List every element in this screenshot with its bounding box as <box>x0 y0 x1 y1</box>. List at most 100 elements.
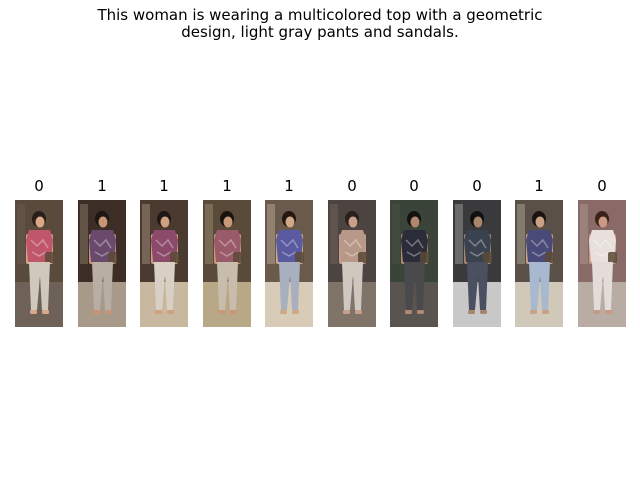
person-pants <box>342 262 363 310</box>
person-bag <box>170 252 179 263</box>
person-face <box>223 216 233 228</box>
match-label: 1 <box>222 177 232 195</box>
person-silhouette <box>265 200 313 327</box>
photo-pillar <box>517 204 525 264</box>
photo-pillar <box>392 204 400 264</box>
gallery-tile: 1 <box>203 176 251 327</box>
person-photo <box>515 200 563 327</box>
person-foot-left <box>218 310 225 314</box>
person-pants <box>154 262 175 310</box>
gallery-tile: 0 <box>15 176 63 327</box>
match-label: 1 <box>284 177 294 195</box>
top-pattern <box>30 238 49 257</box>
person-silhouette <box>328 200 376 327</box>
person-face <box>473 216 483 228</box>
photo-pillar <box>455 204 463 264</box>
person-foot-left <box>343 310 350 314</box>
photo-floor <box>265 282 313 327</box>
match-label: 0 <box>597 177 607 195</box>
gallery-tile: 0 <box>453 176 501 327</box>
person-foot-right <box>605 310 612 314</box>
photo-floor <box>328 282 376 327</box>
person-pants <box>529 262 550 310</box>
photo-floor <box>515 282 563 327</box>
person-foot-left <box>93 310 100 314</box>
person-foot-left <box>530 310 537 314</box>
photo-pillar <box>80 204 88 264</box>
person-photo <box>453 200 501 327</box>
person-bag <box>483 252 492 263</box>
person-face <box>98 216 108 228</box>
person-silhouette <box>515 200 563 327</box>
person-foot-right <box>42 310 49 314</box>
person-silhouette <box>203 200 251 327</box>
match-label: 1 <box>159 177 169 195</box>
person-foot-right <box>542 310 549 314</box>
photo-floor <box>140 282 188 327</box>
person-photo <box>203 200 251 327</box>
gallery-tile: 1 <box>140 176 188 327</box>
person-silhouette <box>578 200 626 327</box>
person-photo <box>578 200 626 327</box>
match-label: 0 <box>472 177 482 195</box>
person-foot-right <box>105 310 112 314</box>
gallery-tile: 1 <box>78 176 126 327</box>
photo-pillar <box>142 204 150 264</box>
photo-pillar <box>580 204 588 264</box>
photo-floor <box>453 282 501 327</box>
person-foot-left <box>280 310 287 314</box>
person-pants <box>467 262 488 310</box>
person-face <box>348 216 358 228</box>
person-photo <box>328 200 376 327</box>
person-bag <box>420 252 429 263</box>
person-silhouette <box>390 200 438 327</box>
caption-line-1: This woman is wearing a multicolored top… <box>97 6 543 24</box>
person-silhouette <box>453 200 501 327</box>
match-label: 0 <box>409 177 419 195</box>
gallery-tile: 1 <box>515 176 563 327</box>
person-face <box>598 216 608 228</box>
person-silhouette <box>78 200 126 327</box>
photo-pillar <box>17 204 25 264</box>
person-foot-right <box>167 310 174 314</box>
match-label: 1 <box>97 177 107 195</box>
match-label: 0 <box>34 177 44 195</box>
person-foot-right <box>417 310 424 314</box>
photo-floor <box>15 282 63 327</box>
person-foot-left <box>468 310 475 314</box>
person-pants <box>404 262 425 310</box>
person-bag <box>295 252 304 263</box>
person-face <box>285 216 295 228</box>
person-pants <box>217 262 238 310</box>
person-photo <box>390 200 438 327</box>
person-bag <box>358 252 367 263</box>
person-bag <box>233 252 242 263</box>
top-pattern <box>468 238 487 257</box>
top-pattern <box>218 238 237 257</box>
photo-floor <box>390 282 438 327</box>
person-foot-left <box>593 310 600 314</box>
person-silhouette <box>15 200 63 327</box>
photo-floor <box>578 282 626 327</box>
photo-pillar <box>205 204 213 264</box>
person-bag <box>45 252 54 263</box>
top-pattern <box>93 238 112 257</box>
person-face <box>35 216 45 228</box>
match-label: 1 <box>534 177 544 195</box>
person-face <box>535 216 545 228</box>
person-face <box>160 216 170 228</box>
person-pants <box>29 262 50 310</box>
person-pants <box>279 262 300 310</box>
person-photo <box>15 200 63 327</box>
gallery-tile: 0 <box>578 176 626 327</box>
person-pants <box>92 262 113 310</box>
person-photo <box>140 200 188 327</box>
person-photo <box>265 200 313 327</box>
caption: This woman is wearing a multicolored top… <box>0 7 640 41</box>
person-foot-right <box>480 310 487 314</box>
top-pattern <box>343 238 362 257</box>
person-foot-right <box>355 310 362 314</box>
person-bag <box>108 252 117 263</box>
top-pattern <box>405 238 424 257</box>
